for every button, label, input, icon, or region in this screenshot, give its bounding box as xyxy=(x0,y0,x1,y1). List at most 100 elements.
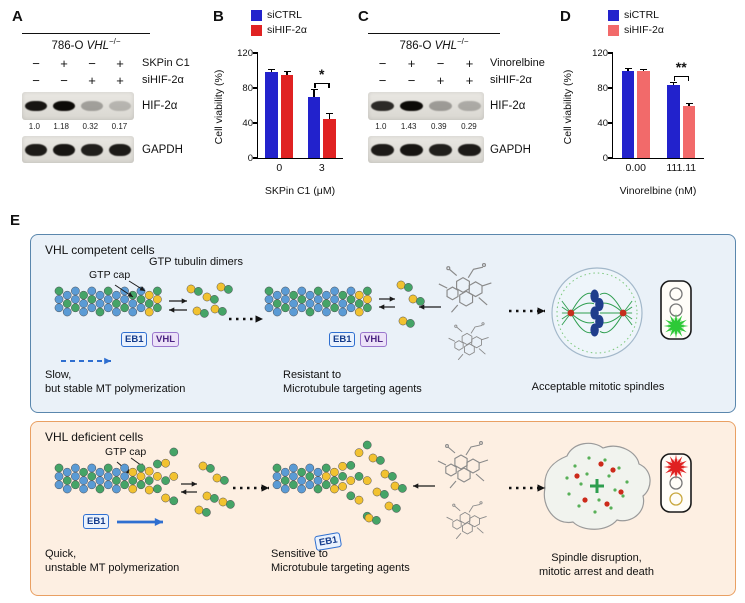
tubulin-dimer xyxy=(368,453,385,465)
tubulin-dimer xyxy=(216,282,233,294)
vhl-badge: VHL xyxy=(152,332,179,347)
unlit-light xyxy=(669,287,683,301)
western-blot-gapdh xyxy=(22,136,134,163)
tubulin-dimer xyxy=(194,505,211,517)
treatment-sign: − xyxy=(88,56,96,71)
polymerization-line1: Quick, xyxy=(45,548,77,560)
tubulin-dimer xyxy=(398,316,415,328)
panel-label-e: E xyxy=(10,212,21,229)
chart-legend: siCTRL siHIF-2α xyxy=(608,9,664,36)
arrow xyxy=(509,307,545,315)
bar xyxy=(667,85,680,158)
treatment-signs-row: − + − + xyxy=(22,56,134,71)
chromosome xyxy=(590,306,599,320)
significance-bracket xyxy=(673,75,675,81)
treatment-sign: + xyxy=(465,56,474,71)
unlit-light xyxy=(669,492,683,506)
error-bar-cap xyxy=(685,103,693,105)
polymerization-text: Slow, but stable MT polymerization xyxy=(45,369,185,396)
arrow xyxy=(117,518,163,526)
arrow xyxy=(379,296,395,302)
traffic-light-icon xyxy=(660,280,692,340)
tubulin-dimer xyxy=(364,513,381,525)
y-tick-label: 40 xyxy=(242,117,253,129)
resistance-line1: Resistant to xyxy=(283,369,342,381)
chemical-structure xyxy=(446,501,487,540)
vhl-competent-box: VHL competent cells GTP tubulin dimers G… xyxy=(30,234,736,413)
lit-light xyxy=(663,313,689,339)
gtp-dimers-label: GTP tubulin dimers xyxy=(149,256,243,268)
arrow xyxy=(61,357,111,365)
error-bar-cap xyxy=(326,112,333,114)
tubulin-dimer xyxy=(186,284,203,296)
panel-label-a: A xyxy=(12,8,23,25)
x-tick-label: 3 xyxy=(318,162,325,174)
panel-label-c: C xyxy=(358,8,369,25)
sensitivity-text: Sensitive to Microtubule targeting agent… xyxy=(271,548,410,575)
legend-color-chip xyxy=(251,24,262,36)
cell-line-prefix: 786-O xyxy=(51,39,87,52)
band-quantification: 1.0 xyxy=(375,122,387,131)
competent-diagram-canvas xyxy=(54,263,692,365)
band-quantification: 1.18 xyxy=(53,122,69,131)
error-bar xyxy=(642,69,645,72)
error-bar xyxy=(688,103,690,106)
blot-label-gapdh: GAPDH xyxy=(142,144,183,156)
sensitivity-line1: Sensitive to xyxy=(271,548,328,560)
significance-label: * xyxy=(319,65,325,82)
chemical-structure xyxy=(438,263,492,313)
bar xyxy=(265,72,278,158)
y-tick-mark xyxy=(608,122,613,124)
treatment-sign: − xyxy=(60,73,68,88)
y-tick-mark xyxy=(608,52,613,54)
protein-band xyxy=(81,143,103,156)
traffic-light-icon xyxy=(660,453,692,513)
legend-color-chip xyxy=(608,24,619,36)
disrupted-cell xyxy=(543,442,651,530)
x-tick-label: 111.11 xyxy=(666,162,697,174)
x-tick-label: 0 xyxy=(276,162,283,174)
cell-line-label: 786-O VHL−/− xyxy=(22,37,150,52)
tubulin-dimer xyxy=(198,461,215,473)
cell-line-label: 786-O VHL−/− xyxy=(368,37,500,52)
protein-band xyxy=(53,101,75,111)
panel-label-b: B xyxy=(213,8,224,25)
tubulin-dimer xyxy=(192,306,209,318)
resistance-line2: Microtubule targeting agents xyxy=(283,382,422,395)
protein-band xyxy=(400,143,423,156)
legend-label: siHIF-2α xyxy=(267,24,307,36)
panel-b-chart: B siCTRL siHIF-2α Cell viability (%) 0 40 8… xyxy=(205,5,355,210)
chromosome xyxy=(590,289,599,303)
polymerization-line1: Slow, xyxy=(45,369,72,381)
protein-band xyxy=(458,143,481,156)
y-axis-label: Cell viability (%) xyxy=(213,69,225,145)
outcome-text: Spindle disruption, mitotic arrest and d… xyxy=(499,552,694,579)
spindle-pole xyxy=(567,309,575,317)
bar xyxy=(621,70,635,158)
deficient-title: VHL deficient cells xyxy=(45,430,144,444)
treatment-signs-row: − + − + xyxy=(368,56,484,71)
legend-item: siHIF-2α xyxy=(251,24,307,36)
y-tick-mark xyxy=(253,87,258,89)
panel-label-d: D xyxy=(560,8,571,25)
protein-band xyxy=(109,143,131,156)
significance-bracket xyxy=(328,82,330,88)
treatment-sign: − xyxy=(378,73,387,88)
protein-band xyxy=(429,143,452,156)
y-tick-label: 80 xyxy=(597,82,608,94)
outcome-line2: mitotic arrest and death xyxy=(539,565,654,578)
deficient-diagram-canvas xyxy=(54,440,692,540)
error-bar-cap xyxy=(268,69,275,71)
treatment-label: SKPin C1 xyxy=(142,57,190,69)
western-blot-gapdh xyxy=(368,136,484,163)
treatment-sign: − xyxy=(378,56,387,71)
chemical-structure xyxy=(437,441,489,489)
protein-band xyxy=(81,101,103,111)
quantification-row: 1.0 1.18 0.32 0.17 xyxy=(22,122,134,131)
band-quantification: 1.43 xyxy=(400,122,417,131)
blot-label-hif2a: HIF-2α xyxy=(490,100,526,112)
y-tick-mark xyxy=(608,157,613,159)
treatment-sign: + xyxy=(407,56,416,71)
treatment-sign: − xyxy=(32,73,40,88)
error-bar xyxy=(286,71,288,75)
